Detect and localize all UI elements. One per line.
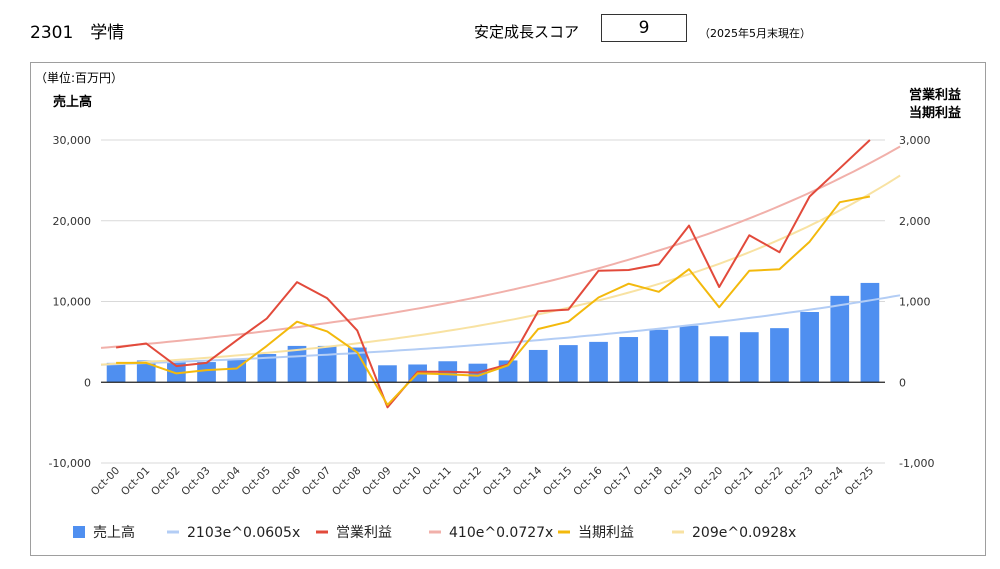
x-tick-label: Oct-19 bbox=[662, 465, 695, 498]
sales-bar bbox=[136, 360, 156, 383]
right-tick-label: 3,000 bbox=[899, 134, 931, 147]
legend-label: 209e^0.0928x bbox=[692, 525, 796, 541]
x-tick-label: Oct-24 bbox=[812, 464, 846, 498]
left-axis-title: 売上高 bbox=[53, 94, 92, 110]
company-title: 2301 学情 bbox=[30, 23, 125, 43]
x-axis-labels: Oct-00Oct-01Oct-02Oct-03Oct-04Oct-05Oct-… bbox=[89, 464, 876, 498]
sales-bar bbox=[257, 353, 277, 383]
right-axis-title-np: 当期利益 bbox=[909, 105, 961, 121]
x-tick-label: Oct-10 bbox=[390, 465, 423, 498]
right-tick-label: -1,000 bbox=[899, 457, 934, 470]
x-tick-label: Oct-20 bbox=[692, 465, 725, 498]
x-tick-label: Oct-16 bbox=[571, 464, 605, 498]
sales-bar bbox=[679, 325, 699, 383]
x-tick-label: Oct-09 bbox=[360, 465, 393, 498]
x-tick-label: Oct-22 bbox=[752, 465, 785, 498]
x-tick-label: Oct-05 bbox=[240, 465, 273, 498]
right-tick-label: 2,000 bbox=[899, 215, 931, 228]
sales-bar bbox=[860, 282, 880, 383]
sales-bar bbox=[619, 337, 639, 383]
sales-bars bbox=[106, 282, 880, 383]
right-axis-ticks: 3,000 2,000 1,000 0 -1,000 bbox=[899, 134, 934, 470]
sales-bar bbox=[347, 347, 367, 383]
sales-bar bbox=[830, 295, 850, 383]
legend-label: 当期利益 bbox=[578, 525, 634, 541]
sales-bar bbox=[589, 341, 608, 383]
x-tick-label: Oct-06 bbox=[270, 464, 304, 498]
sales-bar bbox=[106, 362, 126, 383]
x-tick-label: Oct-04 bbox=[209, 464, 243, 498]
unit-label: （単位:百万円） bbox=[35, 70, 123, 85]
x-tick-label: Oct-25 bbox=[843, 465, 876, 498]
x-tick-label: Oct-18 bbox=[632, 465, 665, 498]
x-tick-label: Oct-02 bbox=[149, 465, 182, 498]
left-tick-label: 20,000 bbox=[53, 215, 92, 228]
sales-bar bbox=[559, 345, 578, 383]
legend-swatch bbox=[73, 526, 85, 538]
sales-bar bbox=[800, 311, 819, 383]
score-date: （2025年5月末現在） bbox=[699, 27, 811, 40]
x-tick-label: Oct-08 bbox=[330, 465, 363, 498]
growth-chart: （単位:百万円） 売上高 営業利益 当期利益 30,000 20,000 10,00… bbox=[35, 70, 961, 541]
report-header: 2301 学情 安定成長スコア 9 （2025年5月末現在） bbox=[0, 0, 1000, 60]
x-tick-label: Oct-12 bbox=[451, 465, 484, 498]
sales-bar bbox=[317, 345, 337, 383]
left-tick-label: 30,000 bbox=[53, 134, 92, 147]
sales-bar bbox=[378, 365, 397, 383]
sales-bar bbox=[709, 336, 729, 383]
x-tick-label: Oct-11 bbox=[420, 465, 453, 498]
x-tick-label: Oct-17 bbox=[601, 465, 634, 498]
x-tick-label: Oct-15 bbox=[541, 465, 574, 498]
x-tick-label: Oct-13 bbox=[481, 465, 514, 498]
sales-bar bbox=[528, 349, 548, 383]
left-tick-label: -10,000 bbox=[49, 457, 91, 470]
left-tick-label: 0 bbox=[84, 376, 91, 389]
legend-label: 売上高 bbox=[93, 524, 135, 541]
x-tick-label: Oct-01 bbox=[119, 465, 152, 498]
score-value-box: 9 bbox=[601, 14, 687, 42]
trendline bbox=[100, 145, 901, 349]
x-tick-label: Oct-07 bbox=[300, 465, 333, 498]
gridlines bbox=[101, 139, 885, 464]
chart-frame: （単位:百万円） 売上高 営業利益 当期利益 30,000 20,000 10,00… bbox=[30, 62, 986, 556]
legend-label: 410e^0.0727x bbox=[449, 525, 553, 541]
trendline bbox=[100, 294, 901, 366]
x-tick-label: Oct-14 bbox=[511, 464, 545, 498]
right-axis-title-op: 営業利益 bbox=[909, 87, 961, 103]
left-tick-label: 10,000 bbox=[53, 296, 92, 309]
x-tick-label: Oct-21 bbox=[722, 465, 755, 498]
x-tick-label: Oct-03 bbox=[179, 465, 212, 498]
sales-bar bbox=[649, 329, 669, 383]
left-axis-ticks: 30,000 20,000 10,000 0 -10,000 bbox=[49, 134, 91, 470]
x-tick-label: Oct-23 bbox=[782, 465, 815, 498]
sales-bar bbox=[770, 328, 789, 383]
right-tick-label: 1,000 bbox=[899, 296, 931, 309]
x-tick-label: Oct-00 bbox=[89, 465, 122, 498]
operating-profit-line bbox=[115, 139, 871, 409]
legend-label: 営業利益 bbox=[336, 525, 392, 541]
profit-lines bbox=[115, 139, 871, 409]
score-label: 安定成長スコア bbox=[474, 23, 580, 41]
net-profit-line bbox=[116, 195, 871, 406]
sales-bar bbox=[287, 345, 307, 383]
sales-bar bbox=[167, 362, 186, 383]
legend: 売上高 2103e^0.0605x 営業利益 410e^0.0727x 当期利益 209e… bbox=[73, 524, 796, 541]
legend-label: 2103e^0.0605x bbox=[187, 525, 300, 541]
sales-bar bbox=[197, 362, 216, 383]
sales-bar bbox=[739, 332, 759, 383]
right-tick-label: 0 bbox=[899, 376, 906, 389]
